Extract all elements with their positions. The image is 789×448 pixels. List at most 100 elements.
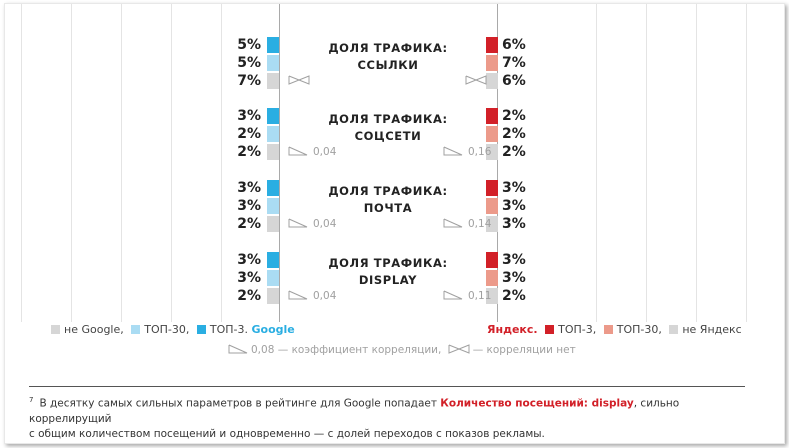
grid-line bbox=[646, 4, 647, 322]
footnote-divider bbox=[29, 386, 745, 387]
correlation-value-icon bbox=[443, 290, 463, 300]
google-pct-not: 7% bbox=[237, 73, 261, 89]
no-correlation-icon bbox=[448, 344, 470, 354]
yandex-legend: Яндекс. ТОП-3, ТОП-30, не Яндекс bbox=[487, 322, 742, 338]
google-bar-top30 bbox=[267, 198, 279, 214]
correlation-value-icon bbox=[443, 218, 463, 228]
correlation-note: 0,08 — коэффициент корреляции, — корреля… bbox=[225, 342, 576, 358]
grid-line bbox=[71, 4, 72, 322]
legend-yandex-brand: Яндекс. bbox=[487, 323, 538, 336]
legend-google-top30: ТОП-30, bbox=[144, 323, 190, 336]
correlation-value-icon bbox=[443, 146, 463, 156]
grid-line bbox=[171, 4, 172, 322]
google-pct-top3: 5% bbox=[237, 37, 261, 53]
google-bar-top3 bbox=[267, 37, 279, 53]
chart-area: ДОЛЯ ТРАФИКА: ССЫЛКИ 5% 6% 5% 7% 7% 6% ДОЛЯ ТРАФ… bbox=[5, 4, 784, 322]
yandex-pct-top3 r: 3% bbox=[502, 252, 526, 268]
yandex-pct-top3 r: 6% bbox=[502, 37, 526, 53]
yandex-bar-not bbox=[486, 288, 498, 304]
yandex-pct-top30 r: 7% bbox=[502, 55, 526, 71]
yandex-pct-not r: 3% bbox=[502, 216, 526, 232]
google-bar-top30 bbox=[267, 55, 279, 71]
legend-yandex-top3: ТОП-3, bbox=[558, 323, 597, 336]
google-correlation-value: 0,04 bbox=[313, 146, 337, 158]
google-bar-top3 bbox=[267, 180, 279, 196]
google-bar-not bbox=[267, 73, 279, 89]
yandex-correlation-value: 0,16 bbox=[468, 146, 492, 158]
legend-yandex-top30: ТОП-30, bbox=[616, 323, 662, 336]
yandex-bar-not bbox=[486, 216, 498, 232]
google-correlation: 0,04 bbox=[288, 217, 336, 231]
yandex-pct-not r: 2% bbox=[502, 288, 526, 304]
yandex-correlation bbox=[465, 74, 490, 88]
google-pct-not: 2% bbox=[237, 288, 261, 304]
note-value-text: — коэффициент корреляции, bbox=[277, 344, 442, 356]
group-title-line2: ССЫЛКИ bbox=[357, 58, 419, 72]
yandex-correlation: 0,11 bbox=[443, 289, 491, 303]
yandex-bar-top30 bbox=[486, 126, 498, 142]
footnote: 7 В десятку самых сильных параметров в ре… bbox=[29, 393, 759, 442]
grid-line bbox=[21, 4, 22, 322]
yandex-pct-top30 r: 2% bbox=[502, 126, 526, 142]
grid-line bbox=[121, 4, 122, 322]
google-correlation-value: 0,04 bbox=[313, 218, 337, 230]
google-bar-top30 bbox=[267, 270, 279, 286]
legend-swatch-yandex-not bbox=[669, 325, 679, 334]
google-pct-top30: 2% bbox=[237, 126, 261, 142]
google-pct-not: 2% bbox=[237, 216, 261, 232]
yandex-bar-not bbox=[486, 73, 498, 89]
google-pct-top3: 3% bbox=[237, 108, 261, 124]
google-bar-not bbox=[267, 216, 279, 232]
group-title-line2: ПОЧТА bbox=[363, 201, 413, 215]
correlation-value-icon bbox=[288, 290, 308, 300]
note-none-text: — корреляции нет bbox=[472, 344, 576, 356]
group-title-line1: ДОЛЯ ТРАФИКА: bbox=[328, 184, 448, 198]
legend-google-brand: Google bbox=[251, 323, 295, 336]
google-pct-top3: 3% bbox=[237, 180, 261, 196]
correlation-value-icon bbox=[288, 218, 308, 228]
yandex-bar-top3 bbox=[486, 108, 498, 124]
chart-frame: ДОЛЯ ТРАФИКА: ССЫЛКИ 5% 6% 5% 7% 7% 6% ДОЛЯ ТРАФ… bbox=[4, 3, 785, 444]
group-title-line2: СОЦСЕТИ bbox=[354, 129, 422, 143]
yandex-pct-top3 r: 2% bbox=[502, 108, 526, 124]
footnote-marker: 7 bbox=[29, 396, 34, 404]
google-bar-top3 bbox=[267, 108, 279, 124]
legend-swatch-google-not bbox=[51, 325, 60, 334]
yandex-correlation: 0,14 bbox=[443, 217, 491, 231]
footnote-after: , сильно коррелирущий bbox=[29, 397, 680, 425]
yandex-bar-not bbox=[486, 144, 498, 160]
grid-line bbox=[746, 4, 747, 322]
no-correlation-icon bbox=[288, 75, 310, 85]
group-title-line1: ДОЛЯ ТРАФИКА: bbox=[328, 256, 448, 270]
yandex-bar-top3 bbox=[486, 252, 498, 268]
no-correlation-icon bbox=[465, 75, 487, 85]
note-value-example: 0,08 bbox=[251, 344, 275, 356]
yandex-correlation-value: 0,14 bbox=[468, 218, 492, 230]
google-legend: не Google, ТОП-30, ТОП-3. Google bbox=[51, 322, 295, 338]
yandex-pct-top30 r: 3% bbox=[502, 198, 526, 214]
yandex-pct-not r: 2% bbox=[502, 144, 526, 160]
google-correlation: 0,04 bbox=[288, 145, 336, 159]
footnote-highlight: Количество посещений: display bbox=[440, 397, 634, 410]
google-pct-not: 2% bbox=[237, 144, 261, 160]
google-pct-top30: 3% bbox=[237, 198, 261, 214]
yandex-pct-not r: 6% bbox=[502, 73, 526, 89]
legend-swatch-yandex-top3 bbox=[545, 325, 555, 334]
group-title-line2: DISPLAY bbox=[358, 273, 418, 287]
group-title-line1: ДОЛЯ ТРАФИКА: bbox=[328, 41, 448, 55]
google-correlation: 0,04 bbox=[288, 289, 336, 303]
grid-line bbox=[596, 4, 597, 322]
yandex-correlation: 0,16 bbox=[443, 145, 491, 159]
google-bar-top30 bbox=[267, 126, 279, 142]
yandex-bar-top30 bbox=[486, 270, 498, 286]
legend-swatch-google-top30 bbox=[131, 325, 141, 334]
group-title-line1: ДОЛЯ ТРАФИКА: bbox=[328, 112, 448, 126]
legend-swatch-yandex-top30 bbox=[603, 325, 613, 334]
legend-google-not: не Google, bbox=[64, 323, 124, 336]
yandex-correlation-value: 0,11 bbox=[468, 290, 492, 302]
google-pct-top30: 5% bbox=[237, 55, 261, 71]
footnote-before: В десятку самых сильных параметров в рей… bbox=[39, 397, 441, 410]
google-axis bbox=[279, 4, 280, 322]
legend-yandex-not: не Яндекс bbox=[682, 323, 742, 336]
yandex-bar-top30 bbox=[486, 55, 498, 71]
